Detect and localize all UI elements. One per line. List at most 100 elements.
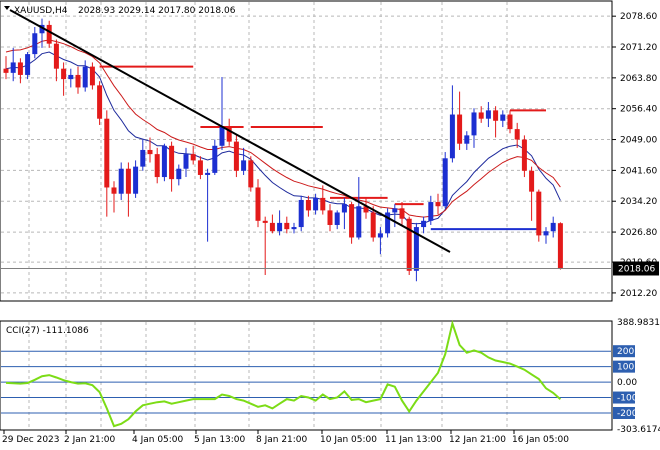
candle[interactable] — [176, 164, 182, 186]
candle-body — [385, 212, 391, 234]
candle[interactable] — [385, 208, 391, 238]
candle[interactable] — [399, 202, 405, 225]
candle[interactable] — [284, 216, 290, 234]
candle[interactable] — [478, 106, 484, 123]
candle[interactable] — [226, 118, 232, 146]
candle[interactable] — [485, 102, 491, 128]
candle[interactable] — [377, 227, 383, 255]
candle[interactable] — [334, 210, 340, 230]
candle[interactable] — [471, 108, 477, 148]
candle[interactable] — [514, 122, 520, 148]
candle[interactable] — [529, 166, 535, 221]
candle[interactable] — [277, 210, 283, 236]
candle-body — [3, 68, 9, 73]
candle[interactable] — [543, 227, 549, 244]
candle-body — [140, 149, 146, 167]
candle[interactable] — [449, 85, 455, 163]
candle[interactable] — [212, 139, 218, 175]
candle[interactable] — [305, 195, 311, 217]
candle[interactable] — [557, 222, 563, 270]
candle[interactable] — [205, 168, 211, 242]
candle-body — [421, 220, 427, 228]
candle[interactable] — [262, 216, 268, 275]
candle[interactable] — [53, 39, 59, 82]
candle-body — [457, 114, 463, 144]
candle[interactable] — [32, 27, 38, 59]
current-price-box — [613, 261, 659, 276]
candle[interactable] — [457, 91, 463, 150]
candle-body — [557, 223, 563, 269]
candle[interactable] — [507, 110, 513, 134]
candle[interactable] — [241, 147, 247, 175]
candle[interactable] — [370, 206, 376, 242]
candle[interactable] — [493, 106, 499, 138]
candle[interactable] — [111, 181, 117, 213]
candle[interactable] — [219, 77, 225, 150]
candle[interactable] — [248, 156, 254, 192]
candle[interactable] — [255, 179, 261, 228]
candle[interactable] — [392, 204, 398, 228]
candle[interactable] — [161, 143, 167, 182]
candle[interactable] — [327, 204, 333, 232]
candle[interactable] — [147, 137, 153, 163]
candle[interactable] — [197, 156, 203, 180]
candle[interactable] — [298, 195, 304, 232]
candle-body — [61, 68, 67, 80]
candle[interactable] — [169, 141, 175, 192]
candle[interactable] — [17, 58, 23, 84]
candle-body — [17, 62, 23, 75]
candle[interactable] — [428, 195, 434, 225]
price-tick-label: 2056.40 — [620, 105, 657, 115]
candle[interactable] — [190, 145, 196, 165]
cci-tick-label: 0.00 — [617, 378, 637, 388]
candle[interactable] — [341, 197, 347, 230]
candle[interactable] — [313, 193, 319, 215]
candle[interactable] — [25, 52, 31, 80]
candle[interactable] — [89, 62, 95, 90]
candle[interactable] — [97, 81, 103, 125]
cci-level-box — [613, 360, 635, 373]
candle[interactable] — [421, 216, 427, 234]
candle[interactable] — [61, 62, 67, 96]
candle[interactable] — [442, 152, 448, 209]
candle[interactable] — [356, 177, 362, 240]
cci-tick-label: -100 — [617, 394, 638, 404]
candle[interactable] — [435, 193, 441, 215]
price-tick-label: 2071.20 — [620, 43, 657, 53]
candle[interactable] — [133, 160, 139, 198]
trendline[interactable] — [9, 9, 451, 253]
candle[interactable] — [320, 185, 326, 215]
candle[interactable] — [349, 202, 355, 244]
ohlc-values: 2028.93 2029.14 2017.80 2018.06 — [78, 6, 236, 16]
candle[interactable] — [233, 135, 239, 178]
candle[interactable] — [46, 20, 52, 48]
candle[interactable] — [39, 18, 45, 48]
menu-triangle-icon[interactable] — [4, 6, 10, 10]
candle[interactable] — [500, 110, 506, 128]
candle-body — [349, 204, 355, 238]
candle[interactable] — [521, 135, 527, 178]
candle[interactable] — [269, 214, 275, 234]
candle[interactable] — [183, 147, 189, 178]
candle[interactable] — [140, 139, 146, 171]
candle[interactable] — [154, 147, 160, 184]
candle[interactable] — [68, 68, 74, 88]
candle[interactable] — [118, 162, 124, 200]
candle[interactable] — [10, 47, 16, 82]
candle[interactable] — [536, 189, 542, 242]
cci-tick-label: 388.9831 — [617, 318, 660, 328]
candle[interactable] — [82, 60, 88, 92]
candle[interactable] — [104, 110, 110, 217]
candle-body — [241, 160, 247, 171]
candle[interactable] — [125, 162, 131, 217]
candle[interactable] — [363, 197, 369, 219]
candle[interactable] — [291, 222, 297, 234]
candle[interactable] — [550, 216, 556, 238]
candle[interactable] — [3, 56, 9, 80]
candle-body — [399, 208, 405, 219]
candle[interactable] — [464, 131, 470, 150]
candle-body — [233, 141, 239, 171]
candle[interactable] — [75, 66, 81, 94]
candle[interactable] — [406, 216, 412, 275]
